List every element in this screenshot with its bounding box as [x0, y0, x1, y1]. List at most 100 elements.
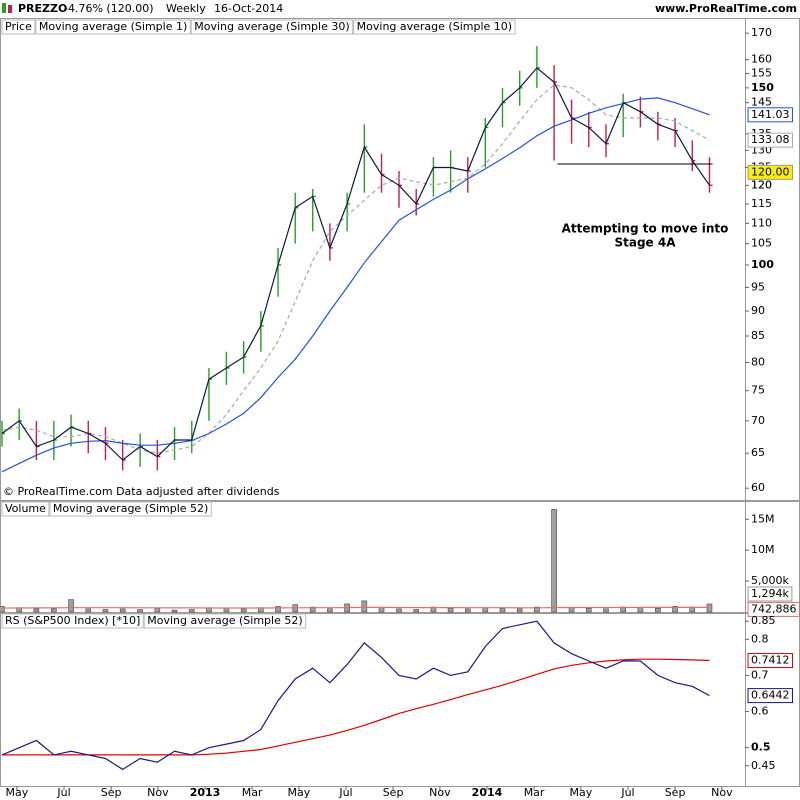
- y-tick-label: 0.6: [751, 705, 769, 718]
- y-tick-label: 90: [751, 304, 765, 317]
- x-tick-label: Sep: [665, 786, 686, 799]
- x-tick-label: Mar: [524, 786, 545, 799]
- last-value-box: [747, 586, 793, 602]
- legend-label: Moving average (Simple 52): [147, 614, 302, 627]
- y-tick-label: 10M: [751, 543, 775, 556]
- x-tick-label: May: [6, 786, 29, 799]
- volume-bar: [119, 608, 126, 613]
- volume-bar: [275, 606, 281, 613]
- legend-label: RS (S&P500 Index) [*10]: [5, 614, 140, 627]
- annotation: Attempting to move into: [562, 222, 729, 236]
- x-tick-label: Jul: [56, 786, 70, 799]
- volume-bar: [33, 608, 40, 613]
- y-tick-label: 75: [751, 384, 765, 397]
- volume-bar: [240, 608, 247, 613]
- legend-box: [1, 19, 36, 35]
- legend-label: Moving average (Simple 52): [53, 502, 208, 515]
- symbol: PREZZO: [18, 2, 67, 15]
- volume-bar: [447, 607, 454, 613]
- last-value-label: 0.6442: [751, 689, 790, 702]
- last-value-box: [747, 132, 793, 148]
- last-value-label: 120.00: [751, 165, 790, 178]
- legend-label: Moving average (Simple 10): [357, 20, 512, 33]
- logo-candle: [8, 5, 12, 13]
- volume-bar: [637, 607, 644, 613]
- y-tick-label: 105: [751, 237, 772, 250]
- x-tick-label: Mar: [242, 786, 263, 799]
- y-tick-label: 0.45: [751, 759, 776, 772]
- y-tick-label: 155: [751, 67, 772, 80]
- y-tick-label: 100: [751, 258, 774, 271]
- y-tick-label: 115: [751, 197, 772, 210]
- volume-bar: [309, 606, 316, 613]
- y-tick-label: 0.5: [751, 741, 771, 754]
- volume-bar: [171, 609, 178, 613]
- y-tick-label: 0.8: [751, 632, 769, 645]
- series-line: [1, 84, 710, 454]
- volume-bar: [327, 608, 333, 613]
- x-tick-label: Nov: [147, 786, 169, 799]
- footer: © ProRealTime.com Data adjusted after di…: [3, 485, 280, 498]
- volume-bar: [0, 606, 5, 613]
- x-tick-label: Nov: [429, 786, 451, 799]
- legend-box: [190, 19, 354, 35]
- volume-bar: [102, 609, 109, 613]
- volume-bar: [516, 608, 523, 613]
- legend-label: Price: [5, 20, 32, 33]
- volume-bar: [188, 609, 195, 613]
- y-tick-label: 15M: [751, 512, 775, 525]
- volume-bar: [568, 607, 575, 613]
- series-line: [2, 606, 710, 609]
- volume-bar: [499, 607, 506, 613]
- volume-bar: [85, 608, 92, 613]
- legend-box: [1, 501, 50, 517]
- y-tick-label: 95: [751, 280, 765, 293]
- y-tick-label: 5,000k: [751, 574, 789, 587]
- volume-bar: [534, 606, 540, 613]
- volume-bar: [396, 608, 402, 613]
- legend-label: Moving average (Simple 30): [194, 20, 349, 33]
- y-tick-label: 60: [751, 481, 765, 494]
- y-tick-label: 120: [751, 178, 772, 191]
- volume-bar: [482, 607, 489, 613]
- x-tick-label: Sep: [101, 786, 122, 799]
- volume-bar: [51, 608, 57, 613]
- legend-box: [49, 501, 212, 517]
- volume-bar: [154, 607, 161, 613]
- series-line: [1, 620, 710, 771]
- y-tick-label: 65: [751, 446, 765, 459]
- x-tick-label: Sep: [383, 786, 404, 799]
- y-tick-label: 110: [751, 216, 772, 229]
- x-tick-label: 2014: [472, 786, 503, 799]
- x-tick-label: Jul: [620, 786, 634, 799]
- change: -4.76% (120.00): [64, 2, 153, 15]
- volume-bar: [585, 607, 592, 613]
- volume-bar: [137, 609, 143, 613]
- y-tick-label: 150: [751, 81, 774, 94]
- last-value-label: 133.08: [751, 133, 790, 146]
- volume-bar: [223, 607, 230, 613]
- last-value-box: [747, 164, 793, 180]
- volume-bar: [68, 599, 74, 613]
- y-tick-label: 85: [751, 329, 765, 342]
- period: Weekly: [166, 2, 206, 15]
- last-value-box: [747, 653, 793, 669]
- volume-bar: [361, 600, 368, 613]
- annotation: Stage 4A: [614, 236, 676, 250]
- y-tick-label: 145: [751, 96, 772, 109]
- series-line: [1, 97, 710, 473]
- last-value-label: 1,294k: [751, 587, 789, 600]
- volume-bar: [413, 609, 420, 613]
- y-tick-label: 170: [751, 26, 772, 39]
- logo-candle: [2, 3, 6, 13]
- y-tick-label: 160: [751, 53, 772, 66]
- last-value-box: [747, 688, 793, 704]
- volume-bar: [672, 606, 678, 613]
- legend-label: Volume: [5, 502, 46, 515]
- last-value-label: 0.7412: [751, 654, 790, 667]
- last-value-label: 141.03: [751, 108, 790, 121]
- x-tick-label: Nov: [711, 786, 733, 799]
- x-tick-label: Jul: [338, 786, 352, 799]
